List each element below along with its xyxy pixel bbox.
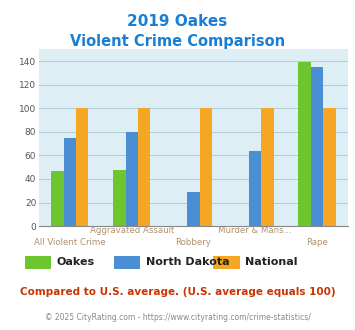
Bar [249, 151, 261, 226]
Bar [187, 192, 200, 226]
Text: 2019 Oakes: 2019 Oakes [127, 14, 228, 29]
Bar [323, 108, 335, 226]
Text: National: National [245, 257, 297, 267]
Text: © 2025 CityRating.com - https://www.cityrating.com/crime-statistics/: © 2025 CityRating.com - https://www.city… [45, 313, 310, 322]
Text: Violent Crime Comparison: Violent Crime Comparison [70, 34, 285, 49]
Bar [76, 108, 88, 226]
Bar [261, 108, 274, 226]
Text: Oakes: Oakes [57, 257, 95, 267]
Bar [311, 67, 323, 226]
Bar [113, 170, 126, 226]
Bar [64, 138, 76, 226]
Text: North Dakota: North Dakota [146, 257, 229, 267]
Bar [299, 62, 311, 226]
Bar [200, 108, 212, 226]
Bar [126, 132, 138, 226]
Bar [138, 108, 150, 226]
Text: Compared to U.S. average. (U.S. average equals 100): Compared to U.S. average. (U.S. average … [20, 287, 335, 297]
Bar [51, 171, 64, 226]
